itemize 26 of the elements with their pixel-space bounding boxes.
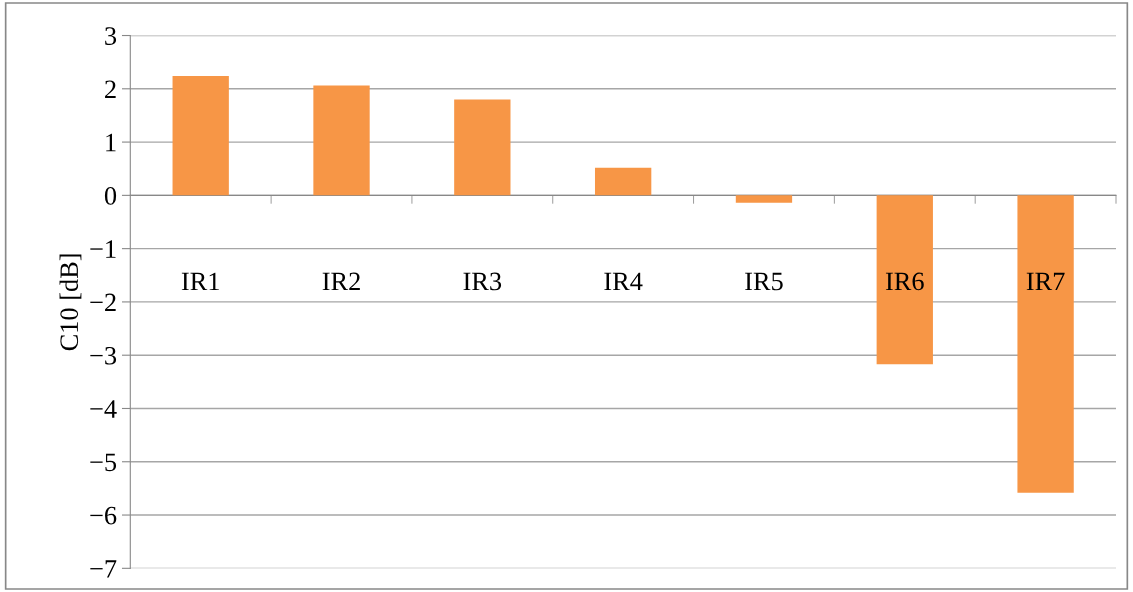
bar	[876, 195, 933, 365]
bar	[454, 99, 511, 196]
y-tick-label: −7	[90, 560, 117, 578]
y-tick-label: 3	[105, 27, 117, 45]
y-axis-title: C10 [dB]	[59, 254, 82, 351]
y-tick-label: 0	[104, 186, 117, 205]
x-tick-label: IR6	[885, 272, 924, 291]
y-tick-label: −1	[90, 240, 116, 258]
y-tick-label: −6	[90, 506, 117, 525]
y-tick-label: −2	[90, 293, 116, 312]
x-tick-label: IR7	[1026, 272, 1065, 291]
x-tick-label: IR4	[604, 272, 643, 291]
bar	[735, 195, 793, 203]
y-tick-label: 2	[105, 80, 116, 98]
bar	[172, 76, 229, 196]
x-tick-label: IR5	[745, 272, 783, 291]
y-tick-label: −4	[90, 400, 117, 418]
y-tick-label: −5	[90, 453, 117, 472]
bar	[594, 167, 652, 196]
x-tick-label: IR2	[322, 272, 360, 291]
y-tick-label: −3	[90, 346, 117, 365]
bar	[1017, 195, 1074, 493]
bar	[313, 85, 370, 196]
x-tick-label: IR3	[463, 272, 502, 291]
x-tick-label: IR1	[181, 272, 219, 291]
y-tick-label: 1	[106, 133, 116, 152]
